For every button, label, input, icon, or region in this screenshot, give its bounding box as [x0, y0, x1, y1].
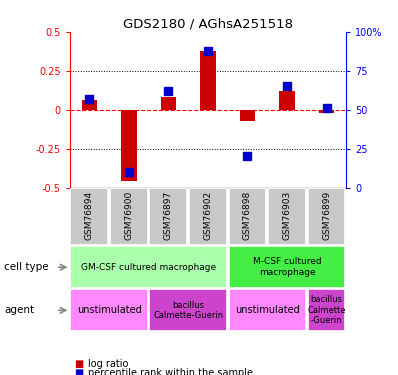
Bar	[279, 91, 295, 110]
Text: GM-CSF cultured macrophage: GM-CSF cultured macrophage	[81, 262, 216, 272]
Point	[323, 105, 330, 111]
Text: GSM76898: GSM76898	[243, 191, 252, 240]
Text: GSM76897: GSM76897	[164, 191, 173, 240]
Text: agent: agent	[4, 305, 34, 315]
Bar	[228, 246, 345, 288]
Bar	[189, 188, 227, 245]
Bar	[110, 188, 148, 245]
Text: unstimulated: unstimulated	[235, 305, 300, 315]
Text: M-CSF cultured
macrophage: M-CSF cultured macrophage	[253, 258, 321, 277]
Text: ■: ■	[74, 368, 83, 375]
Bar	[150, 188, 187, 245]
Text: bacillus
Calmette
-Guerin: bacillus Calmette -Guerin	[307, 296, 346, 325]
Title: GDS2180 / AGhsA251518: GDS2180 / AGhsA251518	[123, 18, 293, 31]
Text: percentile rank within the sample: percentile rank within the sample	[88, 368, 253, 375]
Point	[244, 153, 251, 159]
Text: GSM76903: GSM76903	[283, 191, 291, 240]
Bar	[70, 188, 108, 245]
Text: log ratio: log ratio	[88, 359, 128, 369]
Bar	[82, 100, 98, 109]
Bar	[319, 110, 334, 113]
Bar	[240, 110, 256, 121]
Bar	[228, 188, 266, 245]
Bar	[200, 51, 216, 110]
Point	[86, 96, 93, 102]
Text: GSM76899: GSM76899	[322, 191, 331, 240]
Point	[165, 88, 172, 94]
Bar	[121, 110, 137, 181]
Text: bacillus
Calmette-Guerin: bacillus Calmette-Guerin	[153, 301, 223, 320]
Bar	[308, 289, 345, 332]
Text: ■: ■	[74, 359, 83, 369]
Bar	[70, 246, 227, 288]
Text: GSM76902: GSM76902	[203, 191, 213, 240]
Text: GSM76900: GSM76900	[125, 191, 133, 240]
Bar	[150, 289, 227, 332]
Bar	[268, 188, 306, 245]
Bar	[228, 289, 306, 332]
Bar	[308, 188, 345, 245]
Point	[205, 48, 211, 54]
Text: unstimulated: unstimulated	[77, 305, 142, 315]
Point	[126, 169, 132, 175]
Text: GSM76894: GSM76894	[85, 191, 94, 240]
Point	[284, 83, 290, 89]
Bar	[160, 97, 176, 109]
Text: cell type: cell type	[4, 262, 49, 272]
Bar	[70, 289, 148, 332]
